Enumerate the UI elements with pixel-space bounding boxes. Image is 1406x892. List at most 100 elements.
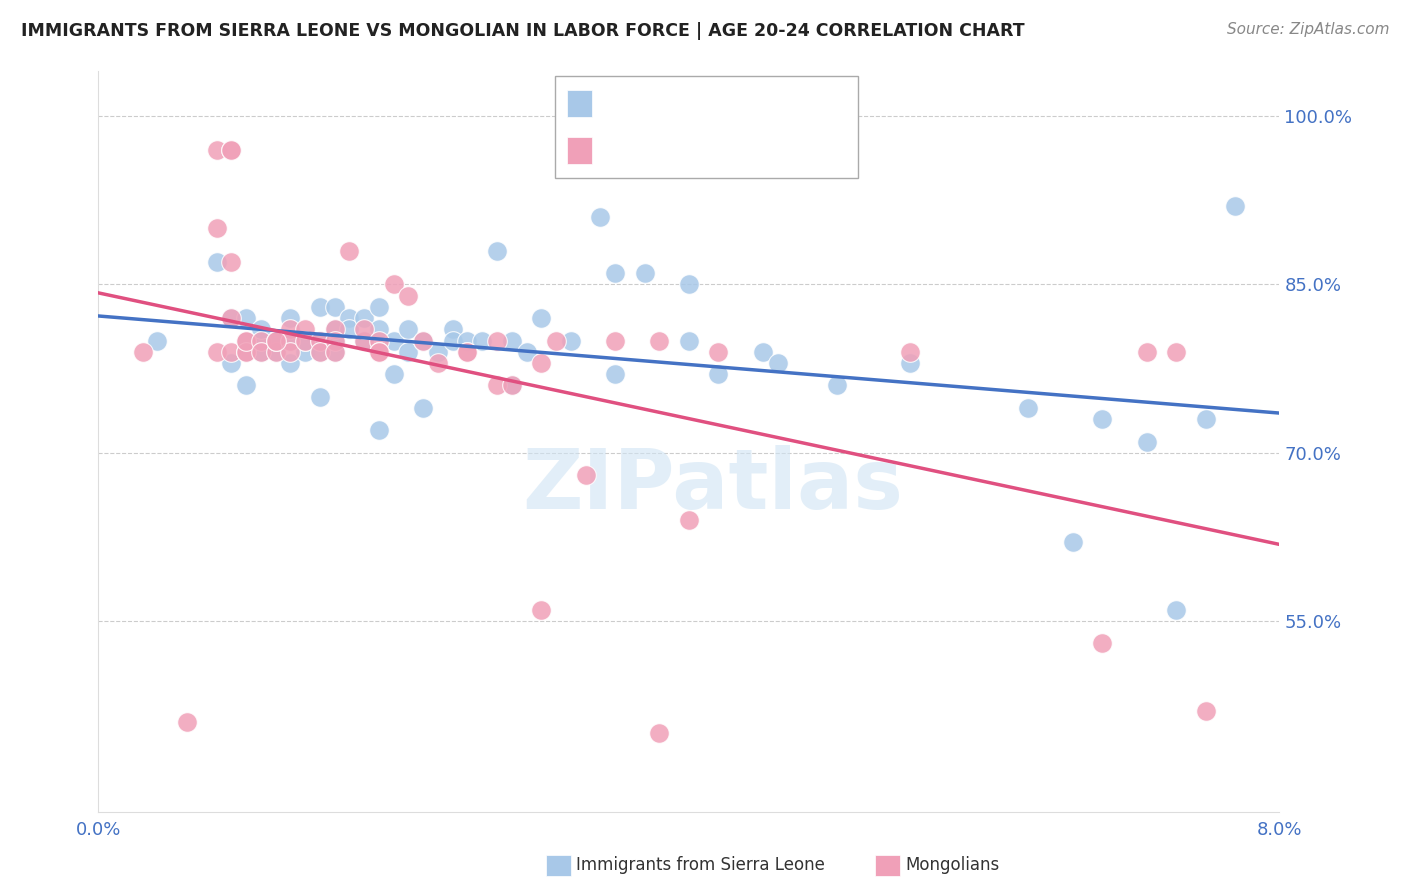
Point: [294, 344, 316, 359]
Point: [353, 311, 375, 326]
Point: [250, 344, 273, 359]
Point: [501, 334, 523, 348]
Point: [250, 344, 273, 359]
Point: [707, 344, 730, 359]
Point: [368, 344, 391, 359]
Point: [323, 322, 346, 336]
Point: [501, 378, 523, 392]
Point: [412, 334, 434, 348]
Point: [766, 356, 789, 370]
Point: [205, 143, 228, 157]
Point: [264, 344, 287, 359]
Point: [205, 221, 228, 235]
Point: [382, 334, 405, 348]
Point: [353, 322, 375, 336]
Text: 0.024: 0.024: [638, 142, 702, 160]
Point: [530, 311, 553, 326]
Point: [486, 334, 509, 348]
Point: [250, 334, 273, 348]
Point: [221, 344, 243, 359]
Text: 69: 69: [752, 95, 778, 112]
Text: IMMIGRANTS FROM SIERRA LEONE VS MONGOLIAN IN LABOR FORCE | AGE 20-24 CORRELATION: IMMIGRANTS FROM SIERRA LEONE VS MONGOLIA…: [21, 22, 1025, 40]
Point: [280, 344, 302, 359]
Text: ZIPatlas: ZIPatlas: [522, 445, 903, 526]
Point: [1166, 344, 1188, 359]
Text: Source: ZipAtlas.com: Source: ZipAtlas.com: [1226, 22, 1389, 37]
Point: [752, 344, 775, 359]
Point: [280, 356, 302, 370]
Point: [1136, 344, 1159, 359]
Point: [1136, 434, 1159, 449]
Point: [398, 344, 420, 359]
Point: [280, 311, 302, 326]
Point: [353, 334, 375, 348]
Point: [368, 322, 391, 336]
Point: [1225, 199, 1247, 213]
Point: [1091, 636, 1114, 650]
Point: [825, 378, 848, 392]
Point: [264, 334, 287, 348]
Point: [323, 334, 346, 348]
Point: [560, 334, 582, 348]
Point: [146, 334, 169, 348]
Point: [205, 255, 228, 269]
Point: [294, 322, 316, 336]
Text: R =: R =: [600, 142, 640, 160]
Point: [634, 266, 657, 280]
Point: [309, 300, 332, 314]
Point: [235, 311, 257, 326]
Text: 58: 58: [752, 142, 778, 160]
Point: [235, 344, 257, 359]
Point: [221, 311, 243, 326]
Point: [398, 322, 420, 336]
Point: [501, 378, 523, 392]
Point: [309, 334, 332, 348]
Point: [678, 277, 700, 292]
Point: [457, 334, 479, 348]
Point: [441, 334, 464, 348]
Point: [221, 143, 243, 157]
Point: [264, 334, 287, 348]
Point: [707, 368, 730, 382]
Point: [1091, 412, 1114, 426]
Point: [546, 334, 568, 348]
Point: [486, 378, 509, 392]
Point: [1195, 412, 1218, 426]
Point: [323, 300, 346, 314]
Point: [250, 334, 273, 348]
Point: [205, 344, 228, 359]
Point: [412, 401, 434, 415]
Point: [589, 210, 612, 224]
Text: N =: N =: [718, 142, 758, 160]
Point: [900, 344, 922, 359]
Point: [176, 714, 198, 729]
Point: [605, 368, 627, 382]
Point: [457, 344, 479, 359]
Point: [1166, 603, 1188, 617]
Text: Mongolians: Mongolians: [905, 856, 1000, 874]
Point: [294, 334, 316, 348]
Point: [648, 334, 671, 348]
Text: N =: N =: [718, 95, 758, 112]
Point: [294, 334, 316, 348]
Point: [294, 334, 316, 348]
Point: [427, 356, 450, 370]
Point: [221, 255, 243, 269]
Point: [235, 344, 257, 359]
Point: [309, 344, 332, 359]
Point: [368, 334, 391, 348]
Point: [264, 334, 287, 348]
Point: [339, 322, 361, 336]
Point: [486, 244, 509, 258]
Point: [575, 468, 598, 483]
Point: [530, 356, 553, 370]
Point: [398, 289, 420, 303]
Point: [427, 344, 450, 359]
Point: [235, 334, 257, 348]
Point: [678, 334, 700, 348]
Point: [530, 603, 553, 617]
Point: [441, 322, 464, 336]
Point: [250, 322, 273, 336]
Point: [368, 300, 391, 314]
Point: [1018, 401, 1040, 415]
